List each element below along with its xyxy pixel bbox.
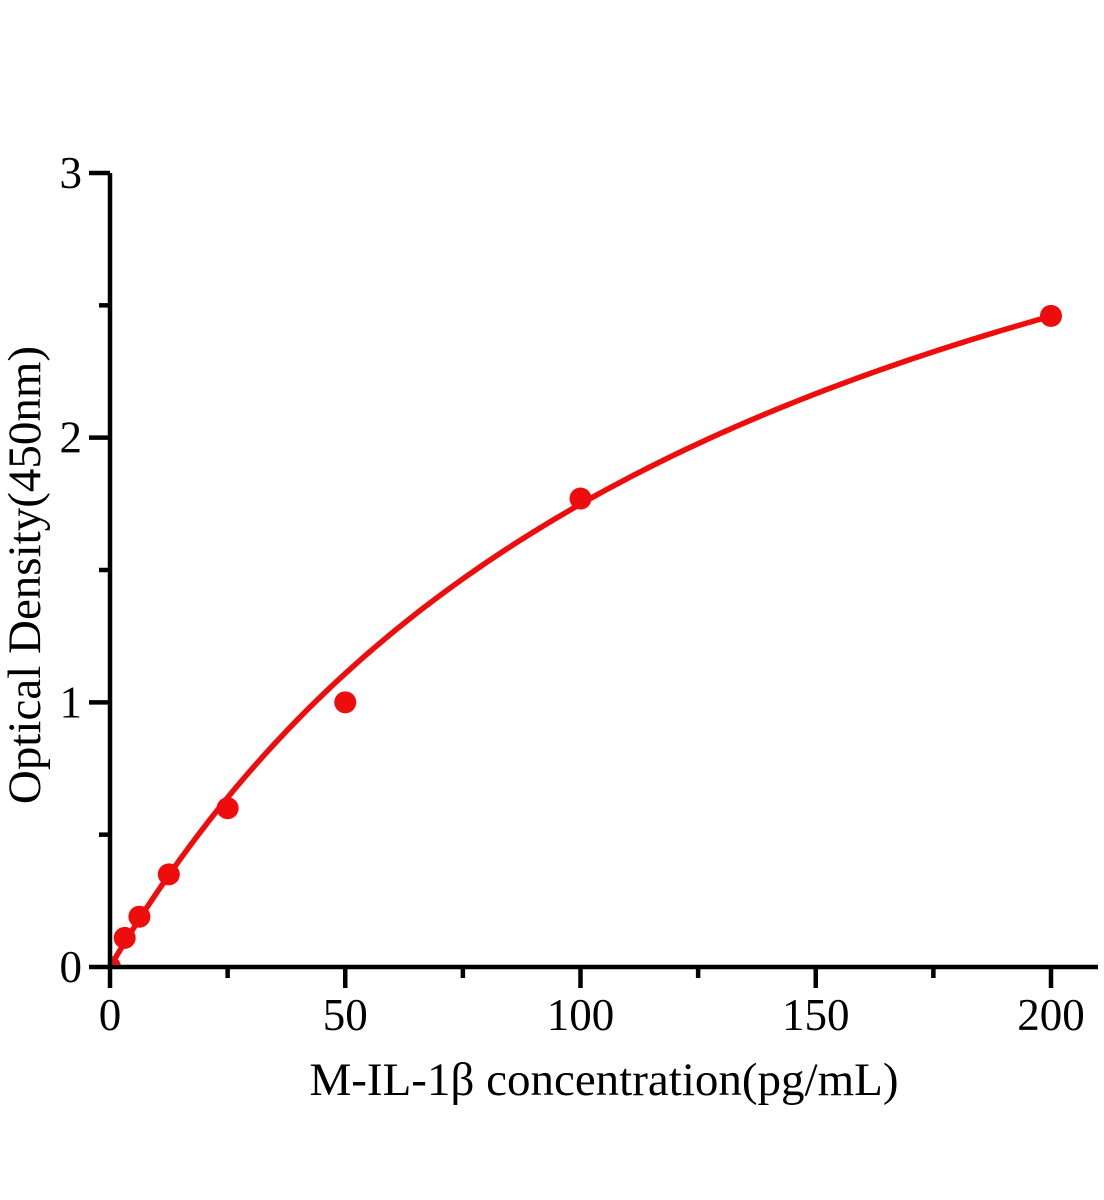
x-tick-label: 0 [99,990,122,1040]
x-axis-title: M-IL-1β concentration(pg/mL) [309,1054,898,1106]
y-tick-label: 3 [60,148,83,198]
x-tick-label: 150 [782,990,850,1040]
y-tick-label: 0 [60,942,83,992]
y-tick-label: 1 [60,677,83,727]
data-point-marker [128,905,151,928]
data-point-marker [334,691,357,714]
x-tick-label: 100 [547,990,615,1040]
data-point-marker [569,487,592,510]
axes-layer [89,170,1098,988]
fit-curve-layer [112,313,1054,965]
y-axis-title: Optical Density(450nm) [0,346,51,804]
y-tick-labels: 0 1 2 3 [60,148,83,992]
data-point-marker [1040,304,1062,327]
data-point-marker [216,797,239,820]
x-tick-label: 50 [323,990,368,1040]
y-tick-label: 2 [60,413,83,463]
data-point-marker [112,956,121,965]
data-point-layer [112,304,1062,965]
data-point-marker [157,863,180,886]
x-tick-label: 200 [1017,990,1085,1040]
data-point-marker [113,926,136,949]
fit-curve [112,313,1054,965]
x-tick-labels: 0 50 100 150 200 [99,990,1085,1040]
